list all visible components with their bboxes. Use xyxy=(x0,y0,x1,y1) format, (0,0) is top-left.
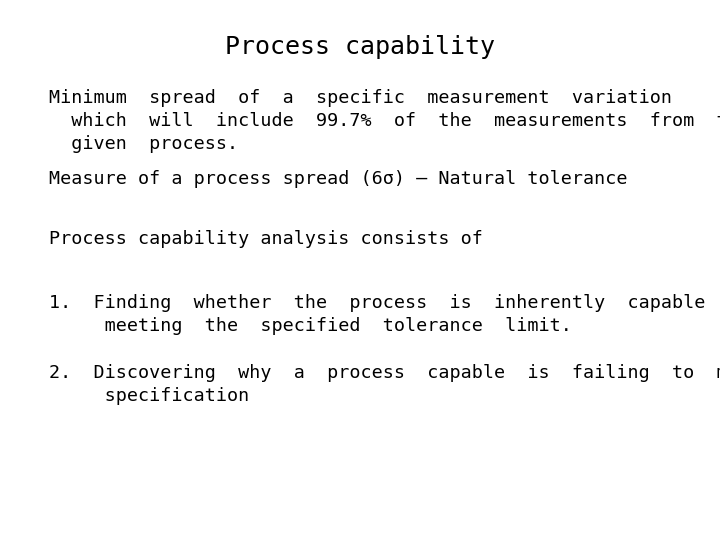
Text: Process capability: Process capability xyxy=(225,35,495,59)
Text: 1.  Finding  whether  the  process  is  inherently  capable  of
     meeting  th: 1. Finding whether the process is inhere… xyxy=(49,294,720,335)
Text: Minimum  spread  of  a  specific  measurement  variation
  which  will  include : Minimum spread of a specific measurement… xyxy=(49,89,720,153)
Text: Process capability analysis consists of: Process capability analysis consists of xyxy=(49,230,483,247)
Text: Measure of a process spread (6σ) – Natural tolerance: Measure of a process spread (6σ) – Natur… xyxy=(49,170,627,188)
Text: 2.  Discovering  why  a  process  capable  is  failing  to  meet
     specificat: 2. Discovering why a process capable is … xyxy=(49,364,720,406)
